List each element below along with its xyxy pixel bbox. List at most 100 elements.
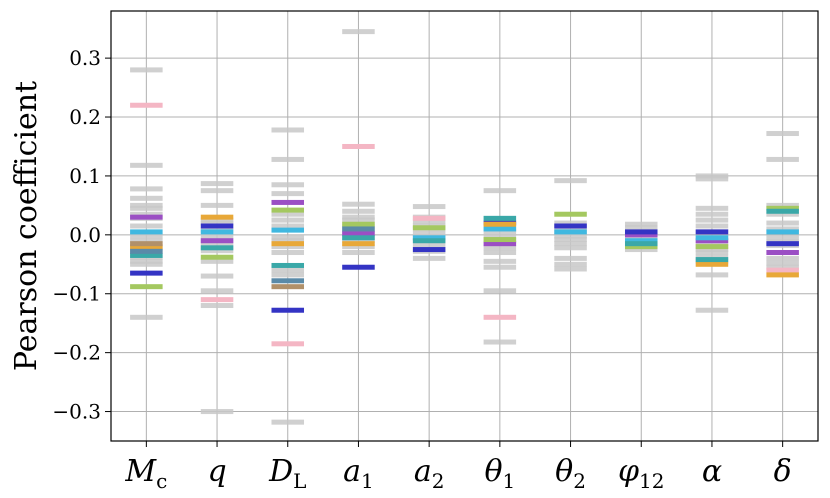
- marker-slate: [130, 248, 163, 254]
- marker-purple: [271, 199, 305, 205]
- x-tick-label-sub: c: [156, 469, 167, 493]
- marker-purple: [624, 232, 658, 238]
- marker-background: [271, 217, 305, 223]
- x-tick-label: a1: [343, 454, 374, 493]
- axes-layer: −0.3−0.2−0.10.00.10.20.3Mc q DL a1 a2 θ1 θ2 φ12…: [52, 10, 819, 493]
- marker-purple: [695, 238, 729, 244]
- marker-background: [483, 264, 517, 270]
- marker-background: [200, 409, 234, 415]
- marker-background: [412, 219, 446, 225]
- marker-background: [342, 208, 375, 214]
- y-tick-label: −0.1: [52, 282, 101, 306]
- marker-background: [200, 258, 234, 264]
- x-tick-label: a2: [414, 454, 445, 493]
- marker-pink: [766, 267, 799, 273]
- marker-brown: [271, 284, 305, 290]
- marker-background: [271, 244, 305, 250]
- marker-background: [130, 238, 163, 244]
- marker-background: [483, 234, 517, 240]
- marker-background: [130, 202, 163, 208]
- marker-background: [342, 238, 375, 244]
- marker-background: [200, 248, 234, 254]
- marker-cyan: [766, 229, 799, 235]
- marker-background: [554, 233, 587, 239]
- x-tick-label: q: [207, 454, 226, 489]
- x-tick-label-sub: 2: [432, 469, 445, 493]
- marker-background: [624, 221, 658, 227]
- marker-background: [130, 261, 163, 267]
- marker-orange: [130, 244, 163, 250]
- marker-background: [271, 250, 305, 256]
- marker-background: [766, 211, 799, 217]
- x-tick-label: δ: [774, 454, 792, 489]
- marker-background: [200, 202, 234, 208]
- x-tick-label-base: θ: [555, 454, 573, 489]
- marker-background: [483, 339, 517, 345]
- marker-background: [342, 217, 375, 223]
- x-tick-label-base: D: [268, 454, 293, 489]
- marks-layer: [130, 29, 799, 425]
- marker-background: [483, 250, 517, 256]
- marker-blue: [342, 264, 375, 270]
- marker-green: [554, 211, 587, 217]
- marker-background: [130, 233, 163, 239]
- marker-background: [200, 217, 234, 223]
- marker-background: [695, 241, 729, 247]
- marker-cyan: [624, 238, 658, 244]
- marker-cyan: [412, 235, 446, 241]
- marker-background: [483, 288, 517, 294]
- marker-background: [766, 156, 799, 162]
- marker-teal: [412, 238, 446, 244]
- marker-background: [412, 242, 446, 248]
- marker-blue: [554, 223, 587, 229]
- marker-background: [554, 241, 587, 247]
- marker-pink: [130, 102, 163, 108]
- marker-background: [200, 273, 234, 279]
- marker-background: [695, 173, 729, 179]
- marker-background: [200, 220, 234, 226]
- marker-blue: [200, 223, 234, 229]
- marker-background: [554, 255, 587, 261]
- marker-background: [200, 234, 234, 240]
- marker-background: [130, 186, 163, 192]
- marker-background: [342, 250, 375, 256]
- marker-purple: [766, 250, 799, 256]
- marker-background: [271, 127, 305, 133]
- marker-background: [412, 231, 446, 237]
- marker-background: [130, 67, 163, 73]
- marker-background: [130, 205, 163, 211]
- x-tick-label-base: a: [343, 454, 361, 489]
- marker-cyan: [695, 235, 729, 241]
- marker-pink: [412, 215, 446, 221]
- marker-teal: [695, 257, 729, 263]
- x-tick-label: θ2: [555, 454, 586, 493]
- x-tick-label-base: δ: [774, 454, 792, 489]
- marker-blue: [130, 270, 163, 276]
- x-tick-label-sub: 2: [573, 469, 586, 493]
- y-tick-label: 0.0: [69, 223, 101, 247]
- marker-green: [200, 254, 234, 260]
- x-tick-label-sub: 1: [361, 469, 374, 493]
- x-tick-label-base: φ: [618, 454, 639, 489]
- marker-brown: [130, 241, 163, 247]
- marker-green: [271, 207, 305, 213]
- marker-teal: [483, 215, 517, 221]
- marker-background: [130, 195, 163, 201]
- marker-green: [624, 244, 658, 250]
- marker-background: [766, 226, 799, 232]
- marker-pink: [200, 297, 234, 303]
- marker-background: [271, 191, 305, 197]
- marker-background: [271, 223, 305, 229]
- plot-frame: [110, 10, 819, 442]
- marker-blue: [695, 229, 729, 235]
- marker-background: [695, 247, 729, 253]
- marker-pink: [483, 314, 517, 320]
- y-tick-label: −0.3: [52, 400, 101, 424]
- y-tick-label: 0.2: [69, 105, 101, 129]
- marker-cyan: [483, 226, 517, 232]
- marker-background: [130, 162, 163, 168]
- marker-background: [483, 229, 517, 235]
- marker-background: [412, 204, 446, 210]
- x-tick-label-base: θ: [484, 454, 502, 489]
- marker-slate: [342, 226, 375, 232]
